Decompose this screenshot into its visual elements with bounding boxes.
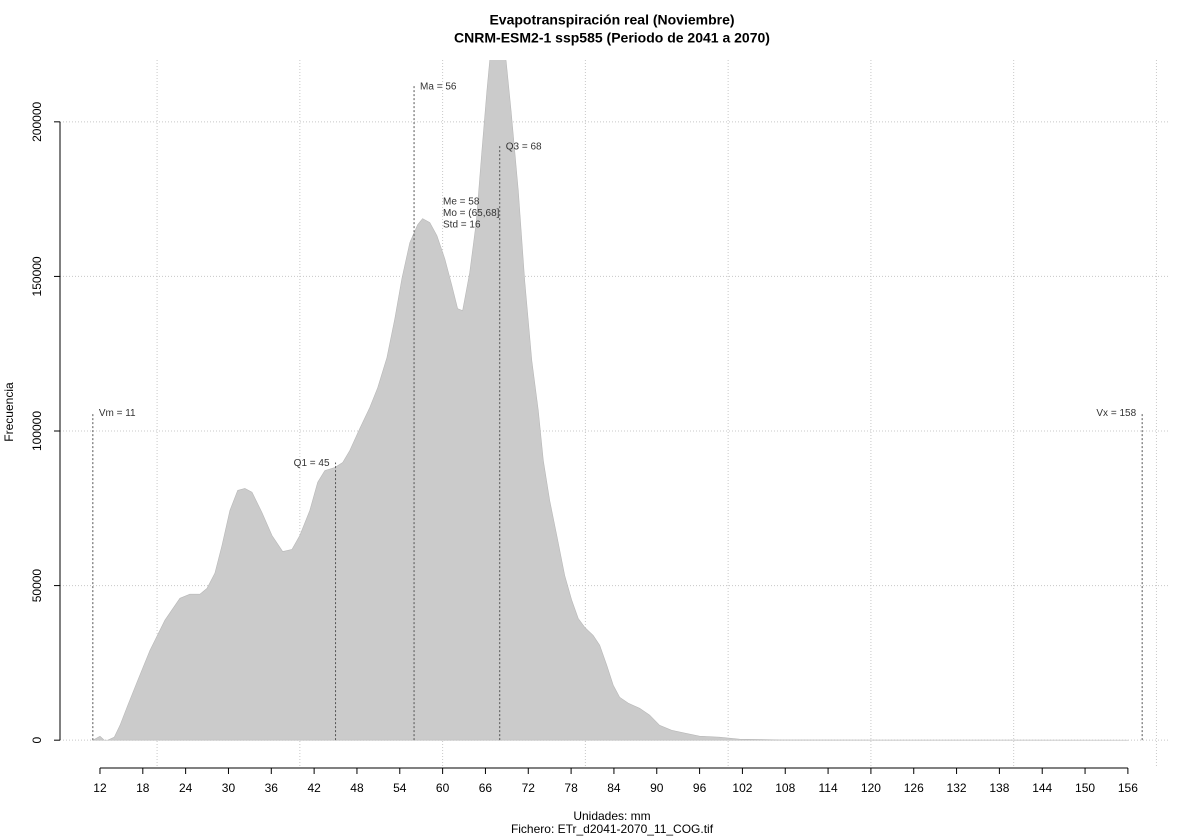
y-axis-label: Frecuencia xyxy=(2,382,16,442)
x-tick-label: 114 xyxy=(819,781,838,795)
stats-text: Std = 16 xyxy=(443,220,481,231)
stats-text: Mo = (65,68] xyxy=(443,208,500,219)
x-tick-label: 42 xyxy=(307,781,321,795)
plot-area xyxy=(60,60,1170,768)
y-tick-label: 200000 xyxy=(30,101,44,141)
x-tick-label: 132 xyxy=(947,781,967,795)
stats-text: Me = 58 xyxy=(443,197,480,208)
x-tick-label: 120 xyxy=(861,781,881,795)
x-tick-label: 12 xyxy=(93,781,107,795)
x-tick-label: 66 xyxy=(479,781,493,795)
y-tick-label: 150000 xyxy=(30,256,44,296)
x-tick-label: 18 xyxy=(136,781,150,795)
stat-label: Vm = 11 xyxy=(99,408,136,419)
stat-label: Q3 = 68 xyxy=(506,142,542,153)
x-tick-label: 108 xyxy=(775,781,795,795)
chart-title: Evapotranspiración real (Noviembre) xyxy=(489,12,734,28)
stat-label: Ma = 56 xyxy=(420,82,457,93)
x-tick-label: 60 xyxy=(436,781,450,795)
x-tick-label: 48 xyxy=(350,781,364,795)
x-axis-label: Unidades: mm xyxy=(573,809,650,823)
area xyxy=(92,60,1129,741)
x-tick-label: 156 xyxy=(1118,781,1138,795)
x-tick-label: 30 xyxy=(222,781,236,795)
y-tick-label: 100000 xyxy=(30,411,44,451)
x-tick-label: 126 xyxy=(904,781,924,795)
x-tick-label: 144 xyxy=(1032,781,1052,795)
footer: Fichero: ETr_d2041-2070_11_COG.tif xyxy=(511,822,714,836)
y-tick-label: 0 xyxy=(30,737,44,744)
x-tick-label: 84 xyxy=(607,781,621,795)
x-tick-label: 78 xyxy=(564,781,578,795)
x-tick-label: 96 xyxy=(693,781,707,795)
x-tick-label: 102 xyxy=(732,781,752,795)
x-tick-label: 72 xyxy=(522,781,536,795)
x-tick-label: 150 xyxy=(1075,781,1095,795)
chart-subtitle: CNRM-ESM2-1 ssp585 (Periodo de 2041 a 20… xyxy=(454,30,770,46)
x-tick-label: 138 xyxy=(989,781,1009,795)
stat-label: Vx = 158 xyxy=(1096,408,1136,419)
x-tick-label: 24 xyxy=(179,781,193,795)
x-tick-label: 36 xyxy=(265,781,279,795)
x-tick-label: 90 xyxy=(650,781,664,795)
y-tick-label: 50000 xyxy=(30,569,44,603)
stat-label: Q1 = 45 xyxy=(294,458,330,469)
x-tick-label: 54 xyxy=(393,781,407,795)
